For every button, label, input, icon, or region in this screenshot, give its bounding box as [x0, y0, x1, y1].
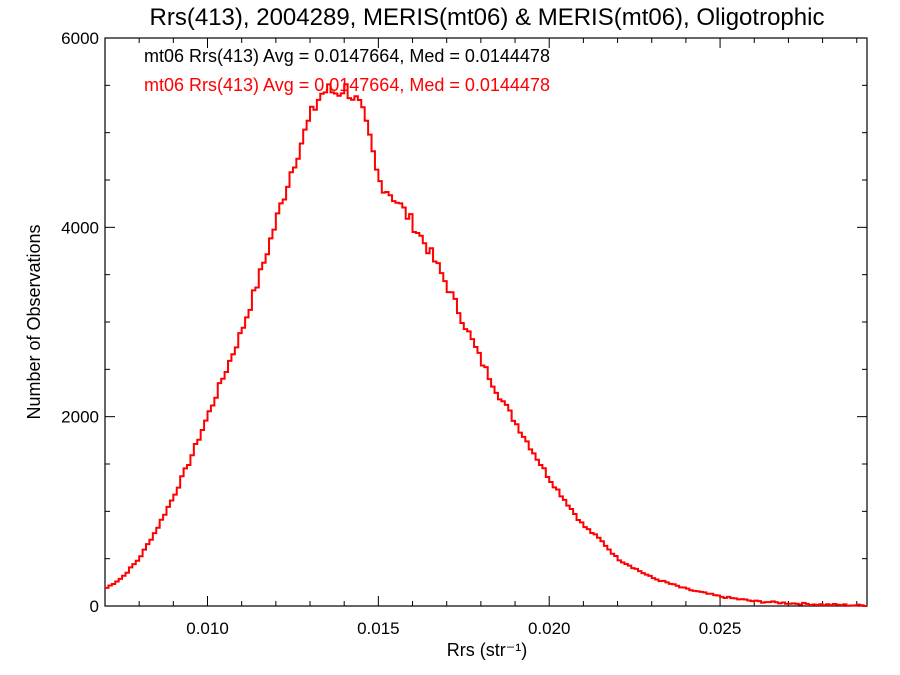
x-axis-label: Rrs (str⁻¹): [447, 640, 527, 660]
x-tick-label: 0.020: [528, 619, 571, 638]
plot-frame: [104, 37, 868, 607]
stats-annotation-black: mt06 Rrs(413) Avg = 0.0147664, Med = 0.0…: [144, 46, 550, 66]
y-axis-label: Number of Observations: [24, 224, 44, 419]
axis-tick-labels: 0.010 0.015 0.020 0.025 0 2000 4000 6000: [61, 29, 741, 638]
y-tick-label: 2000: [61, 408, 99, 427]
y-tick-label: 6000: [61, 29, 99, 48]
y-tick-label: 0: [90, 597, 99, 616]
axis-ticks: [104, 37, 867, 607]
x-tick-label: 0.010: [186, 619, 229, 638]
x-tick-label: 0.025: [699, 619, 742, 638]
stats-annotation-red: mt06 Rrs(413) Avg = 0.0147664, Med = 0.0…: [144, 75, 550, 95]
y-tick-label: 4000: [61, 218, 99, 237]
histogram-series-line: [105, 83, 867, 607]
chart-title: Rrs(413), 2004289, MERIS(mt06) & MERIS(m…: [150, 4, 825, 31]
x-tick-label: 0.015: [357, 619, 400, 638]
